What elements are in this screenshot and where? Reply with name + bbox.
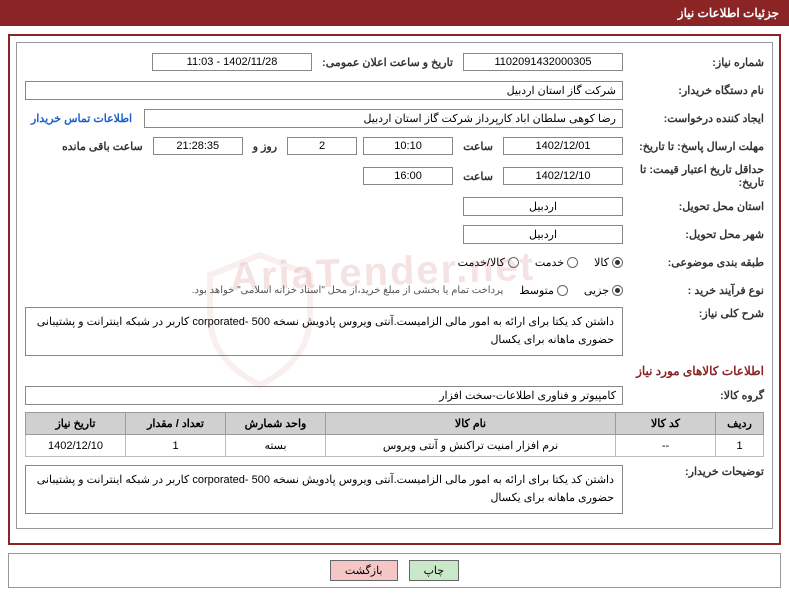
radio-goods-service[interactable] <box>508 257 519 268</box>
cell-row: 1 <box>716 435 764 457</box>
th-name: نام کالا <box>326 413 616 435</box>
announce-label: تاریخ و ساعت اعلان عمومی: <box>318 56 457 69</box>
city-value: اردبیل <box>463 225 623 244</box>
announce-value: 1402/11/28 - 11:03 <box>152 53 312 71</box>
process-label: نوع فرآیند خرید : <box>629 284 764 297</box>
province-value: اردبیل <box>463 197 623 216</box>
deadline-date: 1402/12/01 <box>503 137 623 155</box>
validity-label: حداقل تاریخ اعتبار قیمت: تا تاریخ: <box>629 163 764 189</box>
requester-label: ایجاد کننده درخواست: <box>629 112 764 125</box>
radio-partial-label: جزیی <box>584 284 609 297</box>
footer-actions: چاپ بازگشت <box>8 553 781 588</box>
days-and-label: روز و <box>249 140 281 153</box>
th-qty: تعداد / مقدار <box>126 413 226 435</box>
time-label-2: ساعت <box>459 170 497 183</box>
validity-time: 16:00 <box>363 167 453 185</box>
radio-goods-service-label: کالا/خدمت <box>458 256 505 269</box>
days-count: 2 <box>287 137 357 155</box>
summary-label: شرح کلی نیاز: <box>629 307 764 320</box>
page-title: جزئیات اطلاعات نیاز <box>0 0 789 26</box>
buyer-notes-value: داشتن کد یکتا برای ارائه به امور مالی ال… <box>25 465 623 514</box>
cell-date: 1402/12/10 <box>26 435 126 457</box>
print-button[interactable]: چاپ <box>409 560 460 581</box>
category-label: طبقه بندی موضوعی: <box>629 256 764 269</box>
buyer-notes-label: توضیحات خریدار: <box>629 465 764 478</box>
deadline-time: 10:10 <box>363 137 453 155</box>
radio-medium-label: متوسط <box>519 284 554 297</box>
details-section: شماره نیاز: 1102091432000305 تاریخ و ساع… <box>16 42 773 529</box>
th-unit: واحد شمارش <box>226 413 326 435</box>
cell-name: نرم افزار امنیت تراکنش و آنتی ویروس <box>326 435 616 457</box>
goods-group-value: کامپیوتر و فناوری اطلاعات-سخت افزار <box>25 386 623 405</box>
cell-unit: بسته <box>226 435 326 457</box>
buyer-org-value: شرکت گاز استان اردبیل <box>25 81 623 100</box>
deadline-label: مهلت ارسال پاسخ: تا تاریخ: <box>629 140 764 153</box>
summary-value: داشتن کد یکتا برای ارائه به امور مالی ال… <box>25 307 623 356</box>
radio-medium[interactable] <box>557 285 568 296</box>
table-row: 1 -- نرم افزار امنیت تراکنش و آنتی ویروس… <box>26 435 764 457</box>
goods-table: ردیف کد کالا نام کالا واحد شمارش تعداد /… <box>25 412 764 457</box>
remaining-time: 21:28:35 <box>153 137 243 155</box>
goods-section-title: اطلاعات کالاهای مورد نیاز <box>29 364 764 378</box>
time-label-1: ساعت <box>459 140 497 153</box>
radio-partial[interactable] <box>612 285 623 296</box>
th-code: کد کالا <box>616 413 716 435</box>
cell-code: -- <box>616 435 716 457</box>
contact-link[interactable]: اطلاعات تماس خریدار <box>25 112 138 125</box>
th-row: ردیف <box>716 413 764 435</box>
city-label: شهر محل تحویل: <box>629 228 764 241</box>
requester-value: رضا کوهی سلطان اباد کارپرداز شرکت گاز اس… <box>144 109 623 128</box>
goods-group-label: گروه کالا: <box>629 389 764 402</box>
need-number-value: 1102091432000305 <box>463 53 623 71</box>
need-number-label: شماره نیاز: <box>629 56 764 69</box>
province-label: استان محل تحویل: <box>629 200 764 213</box>
radio-goods-label: کالا <box>594 256 609 269</box>
buyer-org-label: نام دستگاه خریدار: <box>629 84 764 97</box>
radio-goods[interactable] <box>612 257 623 268</box>
remaining-label: ساعت باقی مانده <box>58 140 147 153</box>
cell-qty: 1 <box>126 435 226 457</box>
validity-date: 1402/12/10 <box>503 167 623 185</box>
main-content: شماره نیاز: 1102091432000305 تاریخ و ساع… <box>8 34 781 545</box>
radio-service-label: خدمت <box>535 256 564 269</box>
back-button[interactable]: بازگشت <box>330 560 398 581</box>
th-date: تاریخ نیاز <box>26 413 126 435</box>
process-note: پرداخت تمام یا بخشی از مبلغ خرید،از محل … <box>192 285 504 296</box>
radio-service[interactable] <box>567 257 578 268</box>
